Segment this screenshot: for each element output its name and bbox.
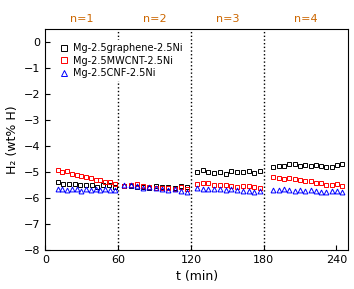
Legend: Mg-2.5graphene-2.5Ni, Mg-2.5MWCNT-2.5Ni, Mg-2.5CNF-2.5Ni: Mg-2.5graphene-2.5Ni, Mg-2.5MWCNT-2.5Ni,…: [56, 40, 185, 81]
Text: n=3: n=3: [216, 14, 239, 24]
Text: n=2: n=2: [143, 14, 166, 24]
Text: 593 K: 593 K: [61, 46, 92, 56]
Text: n=4: n=4: [294, 14, 318, 24]
X-axis label: t (min): t (min): [176, 271, 218, 284]
Text: n=1: n=1: [70, 14, 93, 24]
Y-axis label: H₂ (wt% H): H₂ (wt% H): [6, 105, 18, 174]
